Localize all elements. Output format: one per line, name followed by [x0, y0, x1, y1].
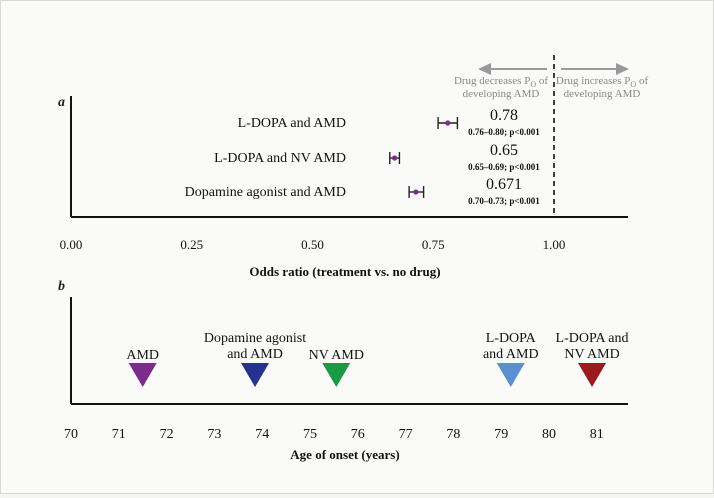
panel-b-x-tick-label: 80 [542, 427, 556, 442]
panel-b-onset-timeline: b 70 71 72 73 74 75 76 77 78 79 80 81 AMD Dopamine a… [58, 279, 629, 462]
panel-b-x-tick-label: 70 [64, 427, 78, 442]
odds-ratio-value: 0.78 [490, 107, 518, 124]
event-label: and AMD [483, 347, 539, 362]
event-label: and AMD [227, 347, 283, 362]
panel-b-x-tick-label: 79 [494, 427, 508, 442]
event-label: NV AMD [564, 347, 619, 362]
annotation-right-line-1: Drug increases PO of [556, 75, 649, 89]
annotation-right-line-2: developing AMD [564, 88, 641, 100]
event-label: AMD [126, 348, 159, 363]
panel-b-x-tick-label: 77 [399, 427, 413, 442]
right-arrow-head-icon [616, 63, 629, 75]
panel-a-label: a [58, 95, 65, 110]
onset-marker-triangle [128, 363, 157, 387]
odds-ratio-value: 0.65 [490, 142, 518, 159]
panel-a-x-axis-title: Odds ratio (treatment vs. no drug) [249, 264, 440, 279]
panel-a-x-tick-label: 0.25 [180, 237, 203, 252]
annotation-left-line-2: developing AMD [463, 88, 540, 100]
comparison-label: Dopamine agonist and AMD [185, 185, 346, 200]
panel-b-x-tick-label: 76 [351, 427, 365, 442]
odds-ratio-point [392, 155, 398, 161]
panel-b-x-tick-label: 81 [590, 427, 604, 442]
ci-and-p-value: 0.70–0.73; p<0.001 [468, 196, 540, 206]
comparison-label: L-DOPA and AMD [238, 116, 346, 131]
panel-a-x-tick-label: 0.50 [301, 237, 324, 252]
panel-b-x-tick-label: 71 [112, 427, 126, 442]
ci-and-p-value: 0.76–0.80; p<0.001 [468, 127, 540, 137]
annotation-left-line-1: Drug decreases PO of [454, 75, 548, 89]
panel-b-x-tick-label: 75 [303, 427, 317, 442]
onset-marker-triangle [578, 363, 607, 387]
panel-a-x-tick-label: 0.75 [422, 237, 445, 252]
panel-b-x-tick-label: 72 [160, 427, 174, 442]
comparison-label: L-DOPA and NV AMD [214, 151, 346, 166]
event-label: L-DOPA and [556, 331, 629, 346]
event-label: L-DOPA [486, 331, 537, 346]
onset-marker-triangle [241, 363, 270, 387]
panel-b-x-tick-label: 74 [255, 427, 269, 442]
odds-ratio-point [413, 189, 419, 195]
odds-ratio-point [445, 120, 451, 126]
event-label: Dopamine agonist [204, 331, 306, 346]
panel-a-x-tick-label: 0.00 [60, 237, 83, 252]
panel-b-x-tick-label: 78 [446, 427, 460, 442]
left-arrow-head-icon [478, 63, 491, 75]
ci-and-p-value: 0.65–0.69; p<0.001 [468, 162, 540, 172]
panel-a-x-tick-label: 1.00 [543, 237, 566, 252]
event-label: NV AMD [309, 348, 364, 363]
onset-marker-triangle [496, 363, 525, 387]
panel-b-x-tick-label: 73 [207, 427, 221, 442]
panel-a-forest-plot: a 0.00 0.25 0.50 0.75 1.00 L-DOPA and AMD 0.7… [58, 55, 648, 279]
panel-b-label: b [58, 279, 65, 294]
onset-marker-triangle [322, 363, 351, 387]
panel-b-x-axis-title: Age of onset (years) [290, 447, 399, 462]
odds-ratio-value: 0.671 [486, 176, 522, 193]
